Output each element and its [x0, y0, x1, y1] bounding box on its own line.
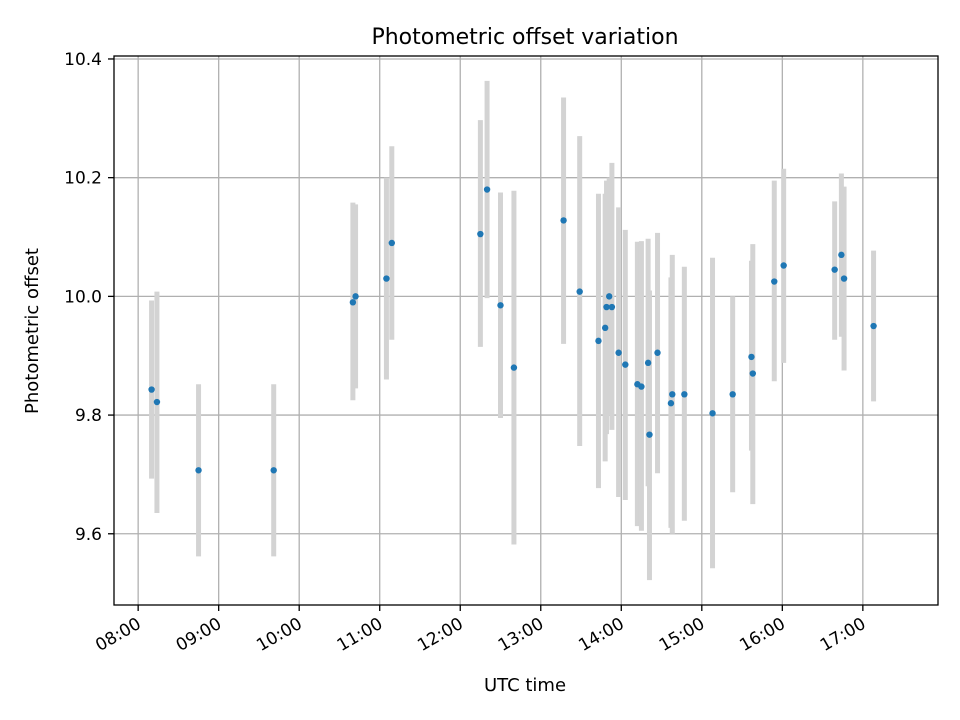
data-point [601, 324, 609, 332]
data-point [749, 370, 757, 377]
data-point [576, 288, 583, 295]
data-point [654, 349, 661, 356]
data-point [646, 431, 653, 438]
data-point [840, 275, 848, 282]
data-point [153, 398, 161, 406]
data-point [148, 386, 155, 393]
data-point [595, 337, 602, 345]
data-point [383, 275, 390, 282]
data-point [603, 303, 610, 311]
x-tick-label: 09:00 [173, 614, 225, 656]
data-point [771, 278, 778, 285]
x-axis-ticks: 08:00 09:00 10:00 11:00 12:00 13:00 14:00 15:00… [92, 605, 869, 656]
y-tick-label: 9.8 [75, 406, 102, 426]
y-tick-label: 10.4 [64, 50, 102, 70]
x-axis-label: UTC time [484, 675, 566, 696]
y-axis-ticks: 9.6 9.8 10.0 10.2 10.4 [64, 50, 114, 545]
data-point [870, 322, 877, 330]
data-point [638, 383, 645, 390]
data-point [831, 266, 838, 273]
plot-frame [113, 55, 939, 606]
data-point [838, 251, 845, 259]
data-point [608, 303, 616, 311]
data-point [497, 302, 504, 309]
y-tick-label: 9.6 [75, 525, 102, 545]
data-point [681, 391, 688, 398]
data-point [477, 230, 484, 238]
x-tick-label: 13:00 [495, 614, 547, 656]
x-tick-label: 11:00 [334, 614, 386, 656]
x-tick-label: 16:00 [736, 614, 788, 656]
grid [114, 56, 938, 605]
data-points [148, 186, 877, 474]
x-tick-label: 14:00 [575, 614, 627, 656]
data-point [270, 467, 277, 474]
data-point [510, 364, 518, 371]
data-point [615, 349, 622, 356]
data-point [352, 293, 359, 300]
data-point [748, 353, 755, 361]
x-tick-label: 15:00 [656, 614, 708, 656]
data-point [729, 391, 736, 398]
error-bars [149, 80, 877, 581]
data-point [483, 186, 491, 193]
x-tick-label: 12:00 [414, 614, 466, 656]
data-point [606, 293, 613, 300]
chart-title: Photometric offset variation [371, 25, 678, 50]
y-tick-label: 10.0 [64, 287, 102, 307]
x-tick-label: 17:00 [817, 614, 869, 656]
data-point [644, 359, 652, 367]
data-point [560, 217, 567, 224]
x-tick-label: 08:00 [92, 614, 144, 656]
data-point [349, 299, 357, 306]
data-point [388, 239, 395, 247]
data-point [669, 391, 676, 398]
data-point [667, 400, 675, 407]
data-point [195, 467, 202, 474]
data-point [709, 410, 716, 417]
y-tick-label: 10.2 [64, 169, 102, 189]
x-tick-label: 10:00 [253, 614, 305, 656]
data-point [780, 262, 787, 269]
data-point [622, 361, 629, 368]
y-axis-label: Photometric offset [22, 248, 43, 414]
